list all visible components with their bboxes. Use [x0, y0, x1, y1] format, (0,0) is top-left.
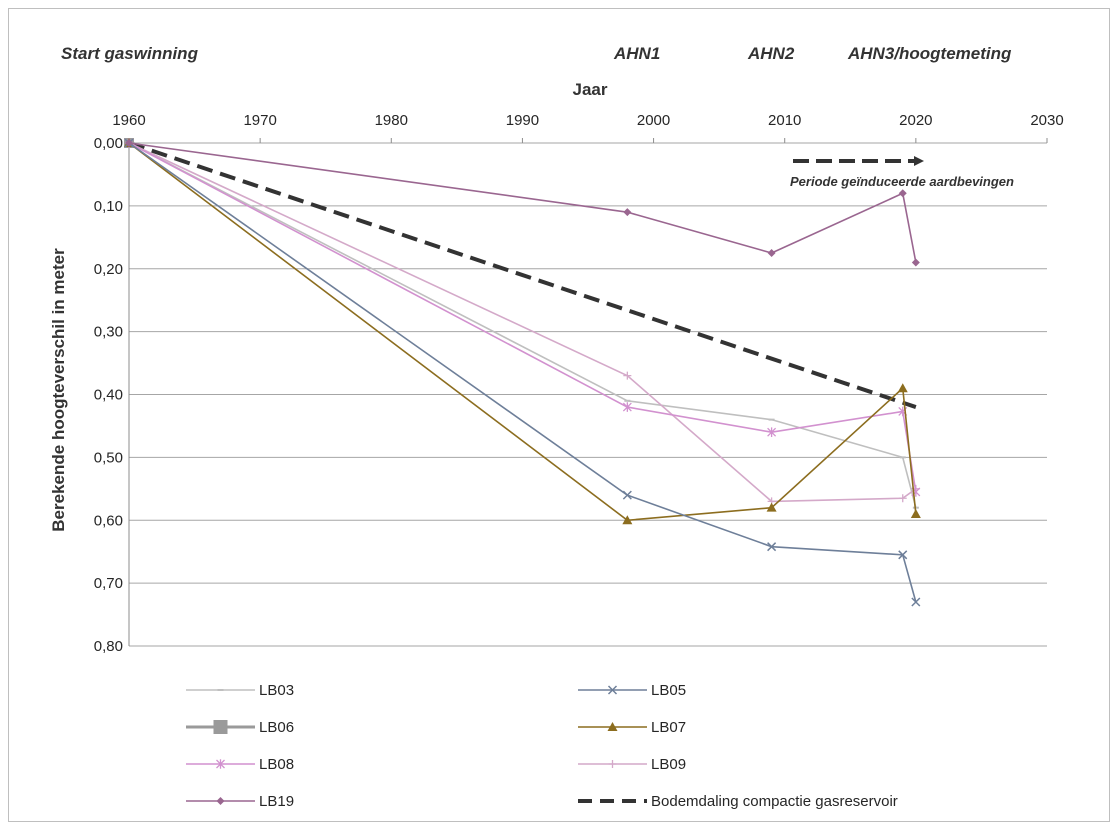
marker-triangle [897, 383, 908, 393]
marker-triangle [622, 515, 633, 525]
marker-square [213, 720, 228, 734]
legend-item-lb19: LB19 [186, 793, 294, 810]
series-bodemdaling-compactie-gasreservoir [128, 141, 917, 409]
legend-item-lb08: LB08 [186, 756, 294, 773]
legend-item-lb06: LB06 [186, 719, 294, 736]
legend-label: LB08 [259, 756, 294, 773]
legend-label: LB05 [651, 682, 686, 699]
legend-item-bodemdaling-compactie-gasreservoir: Bodemdaling compactie gasreservoir [578, 793, 898, 810]
marker-star [216, 759, 225, 769]
y-tick-label: 0,40 [94, 387, 123, 404]
marker-diamond [623, 208, 632, 217]
series-line-lb08 [128, 142, 917, 493]
y-tick-label: 0,70 [94, 575, 123, 592]
legend-item-lb05: LB05 [578, 682, 686, 699]
marker-triangle [607, 722, 618, 731]
marker-x [767, 542, 777, 552]
annotation-start-gaswinning: Start gaswinning [61, 44, 199, 63]
annotation-ahn1: AHN1 [613, 44, 660, 63]
series-lb19 [125, 139, 920, 267]
legend-label: Bodemdaling compactie gasreservoir [651, 793, 898, 810]
series-line-lb05 [128, 142, 917, 603]
y-tick-label: 0,50 [94, 449, 123, 466]
legend-label: LB07 [651, 719, 686, 736]
marker-plus [608, 760, 617, 768]
annotation-ahn3: AHN3/hoogtemeting [847, 44, 1012, 63]
legend-item-lb03: LB03 [186, 682, 294, 699]
x-tick-label: 2000 [637, 112, 670, 129]
x-tick-label: 2030 [1030, 112, 1063, 129]
y-axis-title: Berekende hoogteverschil in meter [49, 248, 68, 532]
series-group [124, 138, 921, 607]
series-line-bodemdaling-compactie-gasreservoir [128, 141, 917, 409]
legend-item-lb09: LB09 [578, 756, 686, 773]
marker-x [607, 685, 618, 695]
marker-x [898, 550, 908, 560]
x-tick-label: 2020 [899, 112, 932, 129]
x-axis-title: Jaar [573, 80, 608, 99]
marker-diamond [767, 249, 776, 258]
legend-label: LB09 [651, 756, 686, 773]
marker-diamond [898, 189, 907, 198]
legend-item-lb07: LB07 [578, 719, 686, 736]
y-tick-label: 0,60 [94, 512, 123, 529]
y-tick-label: 0,20 [94, 261, 123, 278]
chart-frame [8, 8, 1110, 822]
axes: 0,00 0,10 0,20 0,30 0,40 0,50 0,60 0,70 0,80 1960… [94, 112, 1064, 655]
marker-plus [623, 371, 632, 380]
y-tick-label: 0,10 [94, 198, 123, 215]
x-tick-label: 1970 [243, 112, 276, 129]
y-tick-label: 0,00 [94, 135, 123, 152]
gridlines [129, 142, 1047, 647]
x-tick-label: 2010 [768, 112, 801, 129]
marker-diamond [125, 139, 133, 147]
legend: LB03 LB05 LB06 LB07 LB08 LB09 LB19 Bodemdaling … [186, 682, 898, 810]
legend-label: LB03 [259, 682, 294, 699]
y-tick-label: 0,80 [94, 638, 123, 655]
annotation-ahn2: AHN2 [747, 44, 795, 63]
marker-diamond [911, 258, 920, 267]
marker-x [911, 597, 921, 607]
series-line-lb09 [128, 142, 917, 503]
legend-label: LB19 [259, 793, 294, 810]
marker-diamond [216, 797, 225, 805]
x-tick-label: 1960 [112, 112, 145, 129]
x-tick-label: 1980 [375, 112, 408, 129]
marker-x [622, 490, 632, 500]
marker-triangle [766, 502, 777, 512]
marker-plus [898, 494, 907, 503]
series-lb05 [124, 138, 921, 607]
series-lb08 [124, 138, 921, 497]
marker-star [622, 402, 632, 412]
period-label: Periode geïnduceerde aardbevingen [790, 174, 1014, 189]
marker-star [767, 427, 777, 438]
marker-triangle [910, 508, 921, 518]
y-tick-label: 0,30 [94, 324, 123, 341]
x-tick-label: 1990 [506, 112, 539, 129]
series-lb09 [125, 139, 920, 506]
legend-label: LB06 [259, 719, 294, 736]
